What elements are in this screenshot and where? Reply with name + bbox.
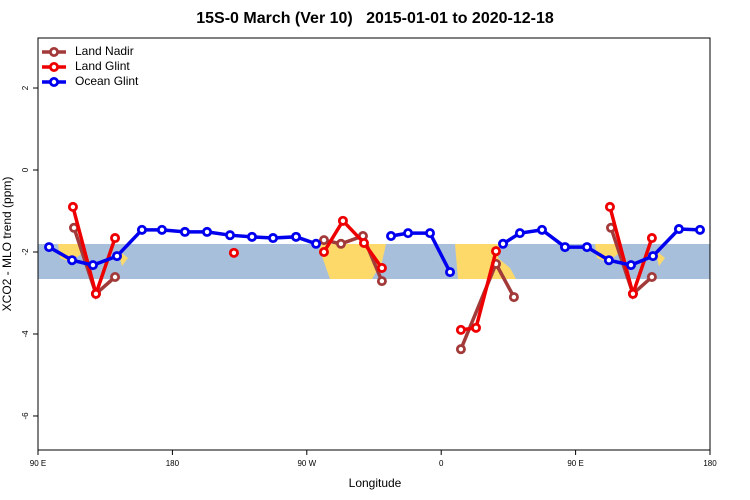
data-point [156, 224, 167, 235]
y-tick-label: 2 [21, 85, 30, 90]
y-tick-label: -4 [21, 330, 30, 338]
data-point [581, 242, 592, 253]
data-point [604, 201, 615, 212]
data-point [537, 224, 548, 235]
data-point [179, 226, 190, 237]
data-point [559, 242, 570, 253]
legend-swatch-point [49, 47, 60, 58]
data-point [87, 260, 98, 271]
data-point [67, 255, 78, 266]
legend-swatch-point [49, 62, 60, 73]
data-point [225, 230, 236, 241]
data-point [455, 344, 466, 355]
data-point [498, 238, 509, 249]
data-point [647, 251, 658, 262]
data-point [110, 272, 121, 283]
data-point [246, 231, 257, 242]
data-point [44, 242, 55, 253]
legend-label: Land Glint [75, 59, 130, 73]
data-point [291, 231, 302, 242]
data-point [110, 233, 121, 244]
y-tick-label: -2 [21, 248, 30, 256]
legend-label: Land Nadir [75, 44, 134, 58]
data-point [386, 231, 397, 242]
data-point [673, 224, 684, 235]
data-point [603, 255, 614, 266]
data-point [445, 267, 456, 278]
data-point [424, 228, 435, 239]
data-point [90, 288, 101, 299]
y-tick-label: -6 [21, 412, 30, 420]
x-tick-label: 90 E [567, 459, 583, 468]
data-point [470, 322, 481, 333]
data-point [646, 272, 657, 283]
y-tick-label: 0 [21, 167, 30, 172]
x-axis-label: Longitude [349, 476, 402, 490]
data-point [337, 215, 348, 226]
data-point [376, 276, 387, 287]
data-point [67, 201, 78, 212]
data-point [228, 247, 239, 258]
x-tick-label: 90 W [297, 459, 316, 468]
data-point [491, 246, 502, 257]
data-point [318, 235, 329, 246]
data-point [455, 324, 466, 335]
y-axis-label: XCO2 - MLO trend (ppm) [0, 177, 14, 312]
data-point [311, 238, 322, 249]
x-tick-label: 180 [166, 459, 180, 468]
data-point [136, 224, 147, 235]
x-tick-label: 0 [439, 459, 444, 468]
data-point [627, 288, 638, 299]
x-tick-label: 180 [703, 459, 717, 468]
data-point [646, 233, 657, 244]
data-point [335, 238, 346, 249]
data-point [358, 237, 369, 248]
data-point [318, 246, 329, 257]
legend-label: Ocean Glint [75, 74, 139, 88]
data-point [403, 228, 414, 239]
plot-frame [37, 37, 711, 451]
data-point [508, 292, 519, 303]
data-point [268, 233, 279, 244]
data-point [202, 226, 213, 237]
data-point [514, 228, 525, 239]
data-point [626, 260, 637, 271]
x-tick-label: 90 E [30, 459, 46, 468]
legend-swatch-point [49, 77, 60, 88]
data-point [694, 224, 705, 235]
data-point [376, 262, 387, 273]
chart-title: 15S-0 March (Ver 10) 2015-01-01 to 2020-… [196, 10, 554, 27]
data-point [111, 251, 122, 262]
